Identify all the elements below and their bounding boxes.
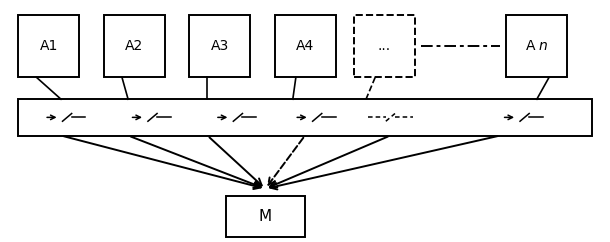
Bar: [189, 15, 250, 77]
Text: A4: A4: [296, 39, 314, 53]
Bar: [226, 196, 305, 237]
Bar: [506, 15, 567, 77]
Bar: [104, 15, 165, 77]
Bar: [354, 15, 415, 77]
Text: A: A: [525, 39, 535, 53]
Text: n: n: [539, 39, 547, 53]
Bar: [18, 99, 592, 136]
Text: A1: A1: [40, 39, 58, 53]
Bar: [274, 15, 336, 77]
Text: ...: ...: [378, 39, 391, 53]
Text: A2: A2: [125, 39, 143, 53]
Text: A3: A3: [210, 39, 229, 53]
Text: M: M: [259, 209, 272, 224]
Bar: [18, 15, 79, 77]
